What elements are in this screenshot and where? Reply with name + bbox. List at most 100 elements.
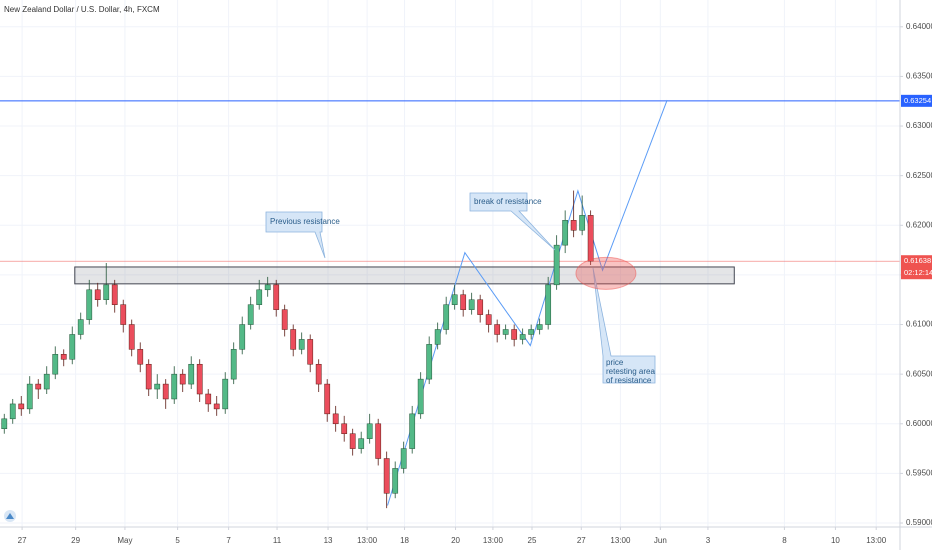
candle-body xyxy=(349,433,356,449)
candle-body xyxy=(324,383,331,415)
x-tick-label: 7 xyxy=(226,536,231,545)
candle-body xyxy=(332,413,339,425)
x-tick-label: 13:00 xyxy=(866,536,887,545)
candle-body xyxy=(460,294,467,310)
candle-body xyxy=(1,418,8,429)
annotation: Previous resistance xyxy=(270,217,340,226)
candle-body xyxy=(545,284,552,325)
candle-body xyxy=(162,383,169,400)
candle-body xyxy=(417,378,424,415)
candle-body xyxy=(35,383,42,390)
x-tick-label: 25 xyxy=(528,536,537,545)
candle-body xyxy=(341,423,348,434)
grid xyxy=(0,0,900,527)
candle-body xyxy=(511,329,518,340)
candle-body xyxy=(77,319,84,335)
candle-body xyxy=(375,423,382,459)
callout-box xyxy=(265,211,326,259)
candle-body xyxy=(188,363,195,385)
candle-body xyxy=(383,458,390,494)
x-tick-label: 8 xyxy=(782,536,787,545)
candle-body xyxy=(587,215,594,262)
candle-body xyxy=(528,329,535,335)
candle-body xyxy=(18,403,25,410)
x-tick-label: 27 xyxy=(577,536,586,545)
candle-body xyxy=(400,448,407,469)
candle-body xyxy=(298,339,305,350)
candle-body xyxy=(256,289,263,305)
candle-body xyxy=(451,294,458,305)
candle-body xyxy=(358,438,365,449)
x-tick-label: 20 xyxy=(451,536,460,545)
annotation: price retesting area of resistance xyxy=(606,358,655,384)
candle-body xyxy=(103,284,110,300)
y-tick-label: 0.64000 xyxy=(906,22,932,31)
x-tick-label: 13 xyxy=(324,536,333,545)
candle-body xyxy=(562,220,569,246)
x-tick-label: 10 xyxy=(831,536,840,545)
resistance-zone xyxy=(74,266,735,285)
candle-body xyxy=(570,220,577,231)
candle-body xyxy=(247,304,254,325)
candle-body xyxy=(536,324,543,330)
x-tick-label: 18 xyxy=(400,536,409,545)
candle-body xyxy=(145,363,152,390)
candle-body xyxy=(86,289,93,320)
candle-body xyxy=(290,329,297,350)
x-tick-label: 13:00 xyxy=(483,536,504,545)
candle-body xyxy=(137,349,144,365)
annotation: break of resistance xyxy=(474,197,542,206)
candle-body xyxy=(239,324,246,350)
x-tick-label: 11 xyxy=(273,536,282,545)
candle-body xyxy=(264,284,271,291)
candle-body xyxy=(409,413,416,449)
last-price-box xyxy=(901,255,932,280)
x-tick-label: 13:00 xyxy=(610,536,631,545)
chart-title: New Zealand Dollar / U.S. Dollar, 4h, FX… xyxy=(4,5,160,14)
candle-body xyxy=(477,299,484,315)
retest-ellipse xyxy=(575,256,637,290)
countdown-label: 02:12:14 xyxy=(904,268,932,277)
candle-body xyxy=(26,383,33,410)
candle-body xyxy=(494,324,501,335)
logo-mark xyxy=(6,513,14,519)
x-tick-label: May xyxy=(117,536,132,545)
level-price-box xyxy=(901,94,932,107)
candle-body xyxy=(154,383,161,390)
candle-body xyxy=(468,299,475,310)
candle-body xyxy=(426,344,433,380)
x-tick-label: 13:00 xyxy=(357,536,378,545)
callout-box xyxy=(469,192,556,251)
x-tick-label: 27 xyxy=(18,536,27,545)
candle-body xyxy=(69,334,76,360)
candle-body xyxy=(60,354,67,360)
candle-body xyxy=(579,215,586,231)
candle-body xyxy=(230,349,237,380)
candle-body xyxy=(273,284,280,310)
x-tick-label: Jun xyxy=(654,536,667,545)
candle-body xyxy=(222,378,229,410)
candle-body xyxy=(392,468,399,494)
level-price-label: 0.63254 xyxy=(904,96,931,105)
x-tick-label: 5 xyxy=(175,536,180,545)
candle-body xyxy=(111,284,118,305)
candle-body xyxy=(213,403,220,410)
drawings xyxy=(0,99,900,506)
candle-body xyxy=(315,363,322,385)
candle-body xyxy=(120,304,127,325)
candle-body xyxy=(52,354,59,375)
callout-box xyxy=(592,267,656,384)
annotation-wrap: price retesting area of resistance xyxy=(606,358,655,384)
candle-body xyxy=(43,373,50,390)
